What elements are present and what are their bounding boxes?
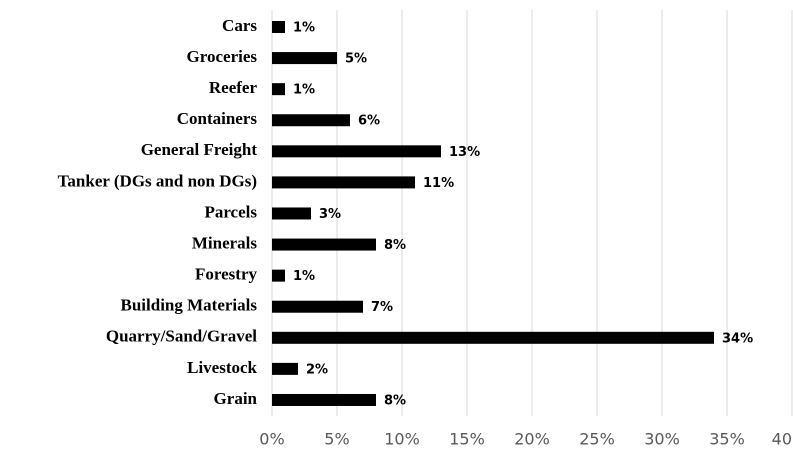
- y-tick-label: Tanker (DGs and non DGs): [58, 171, 257, 190]
- bar: [272, 300, 363, 313]
- bar: [272, 362, 298, 375]
- y-tick-label: Cars: [222, 16, 257, 35]
- x-tick-label: 30%: [644, 430, 680, 449]
- bar: [272, 83, 285, 96]
- x-tick-label: 25%: [579, 430, 615, 449]
- y-tick-label: Minerals: [192, 233, 258, 252]
- bar: [272, 52, 337, 65]
- bar: [272, 114, 350, 127]
- y-tick-label: Groceries: [187, 47, 258, 66]
- y-tick-label: Livestock: [187, 358, 257, 377]
- y-tick-label: Reefer: [209, 78, 258, 97]
- data-label: 1%: [293, 83, 315, 98]
- bar: [272, 238, 376, 251]
- data-label: 34%: [722, 331, 753, 346]
- bar: [272, 331, 714, 344]
- x-tick-label: 20%: [514, 430, 550, 449]
- x-tick-label: 0%: [259, 430, 284, 449]
- bar: [272, 207, 311, 220]
- x-tick-label: 10%: [384, 430, 420, 449]
- x-tick-label: 15%: [449, 430, 485, 449]
- data-label: 2%: [306, 362, 328, 377]
- bar: [272, 269, 285, 282]
- bar: [272, 145, 441, 158]
- data-label: 1%: [293, 21, 315, 36]
- y-tick-label: Forestry: [195, 265, 257, 284]
- data-label: 3%: [319, 207, 341, 222]
- y-tick-label: Grain: [214, 389, 258, 408]
- data-label: 7%: [371, 300, 393, 315]
- x-tick-label: 35%: [709, 430, 745, 449]
- data-label: 1%: [293, 269, 315, 284]
- bar: [272, 393, 376, 406]
- x-tick-label: 5%: [324, 430, 349, 449]
- x-tick-label: 40: [772, 430, 792, 449]
- data-label: 8%: [384, 238, 406, 253]
- data-label: 8%: [384, 393, 406, 408]
- bar: [272, 21, 285, 33]
- y-tick-label: General Freight: [141, 140, 258, 159]
- y-tick-label: Containers: [177, 109, 258, 128]
- data-label: 6%: [358, 114, 380, 129]
- bar: [272, 176, 415, 189]
- y-tick-label: Parcels: [204, 202, 257, 221]
- y-tick-label: Building Materials: [121, 296, 258, 315]
- data-label: 11%: [423, 176, 454, 191]
- data-label: 13%: [449, 145, 480, 160]
- y-tick-label: Quarry/Sand/Gravel: [106, 327, 257, 346]
- data-label: 5%: [345, 52, 367, 67]
